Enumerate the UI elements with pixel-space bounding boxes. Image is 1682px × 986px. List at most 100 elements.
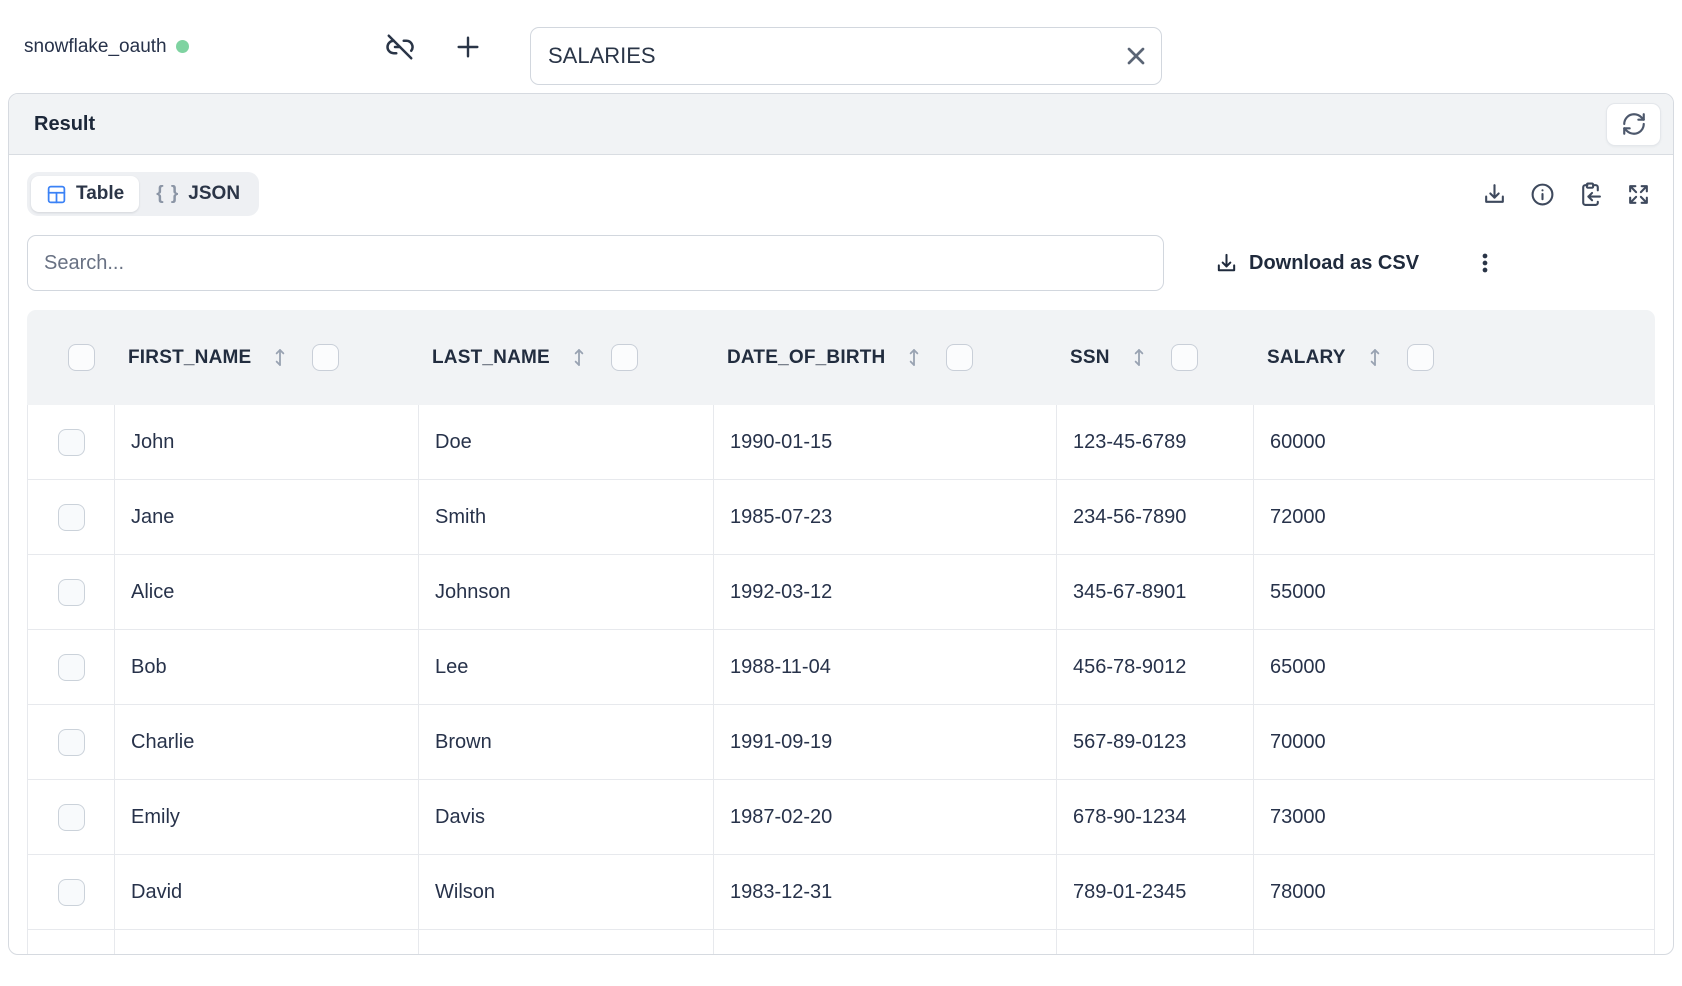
table-cell: 70000	[1253, 705, 1654, 779]
table-row-partial	[27, 930, 1655, 954]
column-header-ssn[interactable]: SSN	[1055, 310, 1252, 405]
column-header-label: DATE_OF_BIRTH	[727, 346, 886, 368]
connection-indicator[interactable]: snowflake_oauth	[24, 0, 189, 93]
download-icon	[1215, 252, 1238, 275]
table-cell: 78000	[1253, 855, 1654, 929]
info-button[interactable]	[1530, 182, 1555, 207]
plus-icon	[452, 31, 484, 63]
table-cell	[1056, 930, 1253, 954]
table-row: Alice Johnson 1992-03-12 345-67-8901 55000	[27, 555, 1655, 630]
result-panel: Result Table	[8, 93, 1674, 955]
table-cell: 1991-09-19	[713, 705, 1056, 779]
table-cell: Alice	[114, 555, 418, 629]
table-row: Jane Smith 1985-07-23 234-56-7890 72000	[27, 480, 1655, 555]
braces-icon: { }	[156, 183, 180, 204]
table-cell: 567-89-0123	[1056, 705, 1253, 779]
table-cell: Bob	[114, 630, 418, 704]
column-header-salary[interactable]: SALARY	[1252, 310, 1655, 405]
table-cell	[1253, 930, 1654, 954]
download-icon	[1482, 182, 1507, 207]
table-cell: 1985-07-23	[713, 480, 1056, 554]
table-cell: Jane	[114, 480, 418, 554]
table-cell	[114, 930, 418, 954]
table-cell: David	[114, 855, 418, 929]
row-checkbox-cell	[28, 930, 114, 954]
add-tab-button[interactable]	[452, 0, 484, 93]
table-cell: 73000	[1253, 780, 1654, 854]
row-checkbox-cell	[28, 630, 114, 704]
download-csv-button[interactable]: Download as CSV	[1215, 252, 1419, 275]
sort-icon[interactable]	[570, 346, 588, 369]
sort-icon[interactable]	[1130, 346, 1148, 369]
row-checkbox[interactable]	[57, 803, 85, 831]
kebab-menu-icon	[1472, 250, 1498, 276]
tab-json[interactable]: { } JSON	[141, 176, 255, 212]
table-row: Bob Lee 1988-11-04 456-78-9012 65000	[27, 630, 1655, 705]
row-checkbox[interactable]	[57, 428, 85, 456]
more-options-button[interactable]	[1472, 250, 1498, 276]
table-cell: Brown	[418, 705, 713, 779]
refresh-button[interactable]	[1606, 102, 1661, 146]
row-checkbox[interactable]	[57, 503, 85, 531]
table-cell: 345-67-8901	[1056, 555, 1253, 629]
tab-table[interactable]: Table	[31, 176, 140, 212]
select-all-checkbox[interactable]	[68, 344, 95, 371]
download-button[interactable]	[1482, 182, 1507, 207]
table-cell: Doe	[418, 405, 713, 479]
copy-results-button[interactable]	[1578, 182, 1603, 207]
table-cell: 1983-12-31	[713, 855, 1056, 929]
column-header-last_name[interactable]: LAST_NAME	[417, 310, 712, 405]
column-checkbox[interactable]	[312, 344, 340, 371]
column-checkbox[interactable]	[610, 344, 638, 371]
table-cell	[713, 930, 1056, 954]
table-row: David Wilson 1983-12-31 789-01-2345 78000	[27, 855, 1655, 930]
close-icon	[1122, 42, 1150, 70]
table-cell: 60000	[1253, 405, 1654, 479]
column-header-first_name[interactable]: FIRST_NAME	[113, 310, 417, 405]
column-header-label: SALARY	[1267, 346, 1346, 368]
row-checkbox-cell	[28, 480, 114, 554]
result-toolbar-icons	[1482, 182, 1655, 207]
expand-icon	[1626, 182, 1651, 207]
table-name-input[interactable]	[530, 27, 1162, 85]
row-checkbox[interactable]	[57, 578, 85, 606]
unlink-icon	[385, 32, 415, 62]
table-cell: Lee	[418, 630, 713, 704]
row-checkbox[interactable]	[57, 728, 85, 756]
row-checkbox[interactable]	[57, 878, 85, 906]
column-checkbox[interactable]	[946, 344, 974, 371]
fullscreen-button[interactable]	[1626, 182, 1651, 207]
table-row: Emily Davis 1987-02-20 678-90-1234 73000	[27, 780, 1655, 855]
result-panel-body: Table { } JSON	[9, 155, 1673, 954]
table-cell: 1990-01-15	[713, 405, 1056, 479]
result-title: Result	[34, 112, 96, 135]
column-header-date_of_birth[interactable]: DATE_OF_BIRTH	[712, 310, 1055, 405]
column-checkbox[interactable]	[1406, 344, 1434, 371]
table-row: John Doe 1990-01-15 123-45-6789 60000	[27, 405, 1655, 480]
table-cell: 456-78-9012	[1056, 630, 1253, 704]
unlink-button[interactable]	[385, 0, 415, 93]
column-checkbox[interactable]	[1170, 344, 1198, 371]
table-header-row: FIRST_NAME LAST_NAME DATE_OF_BIRTH SSN SALAR…	[27, 310, 1655, 405]
clear-table-name-button[interactable]	[1122, 27, 1150, 85]
download-csv-label: Download as CSV	[1249, 251, 1420, 274]
table-cell: 1987-02-20	[713, 780, 1056, 854]
result-table: FIRST_NAME LAST_NAME DATE_OF_BIRTH SSN SALAR…	[27, 310, 1655, 954]
table-row: Charlie Brown 1991-09-19 567-89-0123 70000	[27, 705, 1655, 780]
row-checkbox[interactable]	[57, 653, 85, 681]
table-name-field	[530, 27, 1162, 85]
search-input[interactable]	[27, 235, 1164, 291]
table-cell: 234-56-7890	[1056, 480, 1253, 554]
table-cell: 1988-11-04	[713, 630, 1056, 704]
result-panel-header: Result	[9, 94, 1673, 155]
table-cell: 1992-03-12	[713, 555, 1056, 629]
sort-icon[interactable]	[1366, 346, 1384, 369]
connection-name: snowflake_oauth	[24, 35, 167, 57]
sort-icon[interactable]	[905, 346, 923, 369]
table-cell: Davis	[418, 780, 713, 854]
row-checkbox-cell	[28, 405, 114, 479]
sort-icon[interactable]	[271, 346, 289, 369]
column-header-label: FIRST_NAME	[128, 346, 252, 368]
refresh-icon	[1621, 111, 1647, 137]
tab-table-label: Table	[76, 183, 125, 204]
